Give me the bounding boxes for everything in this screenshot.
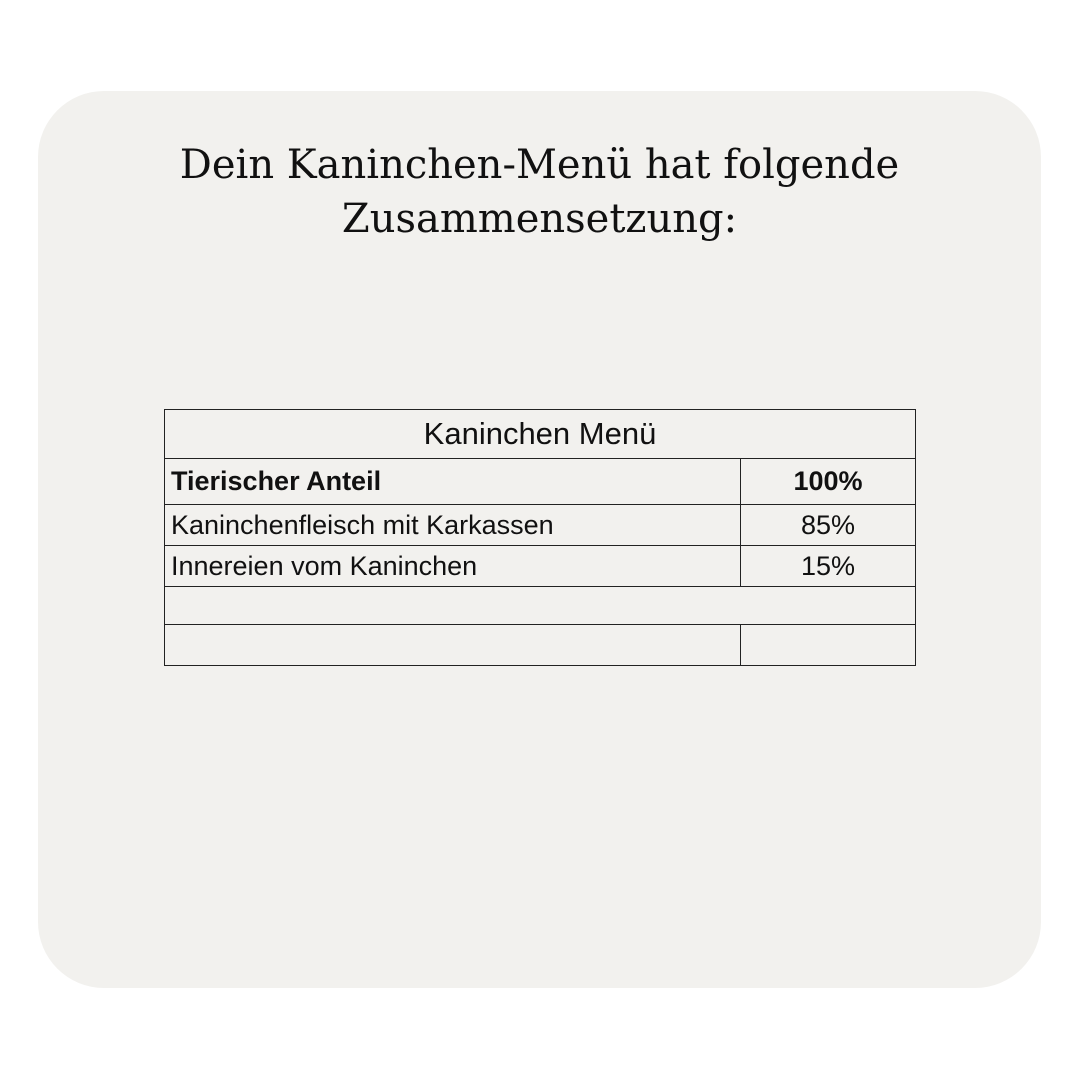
table-row: Innereien vom Kaninchen 15%	[164, 545, 916, 587]
row-value: 100%	[740, 458, 916, 505]
table-row: Kaninchenfleisch mit Karkassen 85%	[164, 504, 916, 546]
row-value: 85%	[740, 504, 916, 546]
empty-row	[164, 624, 916, 666]
row-label: Tierischer Anteil	[164, 458, 741, 505]
row-label: Innereien vom Kaninchen	[164, 545, 741, 587]
menu-composition-table: Kaninchen Menü Tierischer Anteil 100% Ka…	[164, 409, 916, 666]
table-title-row: Kaninchen Menü	[164, 409, 916, 459]
row-label: Kaninchenfleisch mit Karkassen	[164, 504, 741, 546]
table-row: Tierischer Anteil 100%	[164, 458, 916, 505]
empty-cell	[164, 586, 916, 625]
empty-cell	[164, 624, 741, 666]
empty-cell	[740, 624, 916, 666]
page-heading: Dein Kaninchen-Menü hat folgende Zusamme…	[179, 142, 900, 242]
table-title: Kaninchen Menü	[164, 409, 916, 459]
row-value: 15%	[740, 545, 916, 587]
empty-row	[164, 586, 916, 625]
